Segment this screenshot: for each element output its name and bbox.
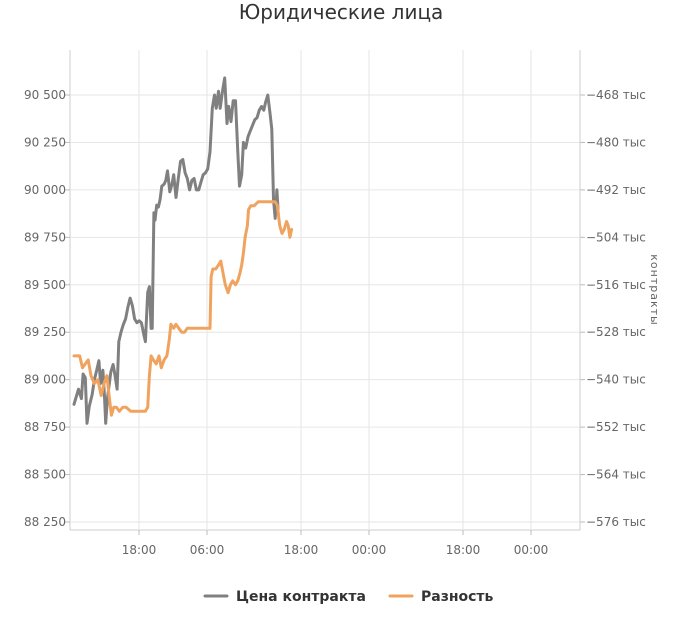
y-left-tick-label: 90 250 [24,135,66,149]
y-right-tick-label: −528 тыс [586,325,646,339]
x-tick-label: 06:00 [190,543,225,557]
series-line-1 [72,76,280,425]
y-left-tick-label: 90 000 [24,183,66,197]
x-tick-label: 18:00 [446,543,481,557]
tick-labels: 90 500 90 250 90 000 89 750 89 500 89 250 89 0… [24,88,646,557]
series-line-2 [72,200,294,417]
x-tick-label: 00:00 [352,543,387,557]
y-right-axis-title: контракты [648,254,661,325]
y-right-tick-label: −540 тыс [586,373,646,387]
legend-label: Цена контракта [236,589,366,605]
y-left-tick-label: 90 500 [24,88,66,102]
series-lines [72,76,294,425]
y-right-tick-label: −564 тыс [586,468,646,482]
x-tick-label: 18:00 [122,543,157,557]
y-right-tick-label: −516 тыс [586,278,646,292]
y-left-tick-label: 89 750 [24,230,66,244]
y-left-tick-label: 89 000 [24,373,66,387]
y-left-tick-label: 89 500 [24,278,66,292]
y-right-tick-label: −576 тыс [586,515,646,529]
chart-title: Юридические лица [239,0,444,24]
legend-label: Разность [421,589,494,605]
y-right-tick-label: −468 тыс [586,88,646,102]
y-right-tick-label: −504 тыс [586,230,646,244]
y-right-tick-label: −552 тыс [586,420,646,434]
grid [65,50,585,535]
y-right-tick-label: −480 тыс [586,135,646,149]
y-left-tick-label: 88 500 [24,468,66,482]
legend[interactable]: Цена контракта Разность [203,589,494,605]
y-left-tick-label: 88 250 [24,515,66,529]
x-tick-label: 00:00 [514,543,549,557]
y-left-tick-label: 89 250 [24,325,66,339]
x-tick-label: 18:00 [284,543,319,557]
y-right-tick-label: −492 тыс [586,183,646,197]
y-left-tick-label: 88 750 [24,420,66,434]
